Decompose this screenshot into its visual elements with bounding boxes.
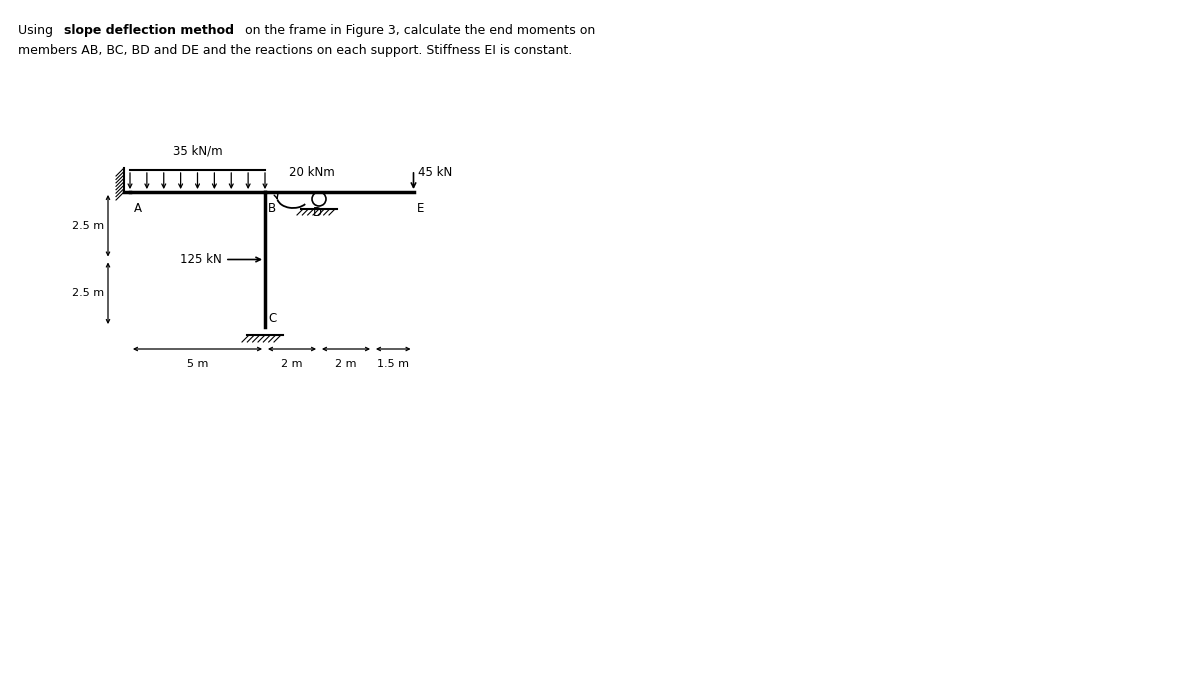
Text: members AB, BC, BD and DE and the reactions on each support. Stiffness EI is con: members AB, BC, BD and DE and the reacti… bbox=[18, 44, 572, 57]
Text: D: D bbox=[312, 206, 322, 219]
Text: on the frame in Figure 3, calculate the end moments on: on the frame in Figure 3, calculate the … bbox=[241, 24, 595, 36]
Text: 2 m: 2 m bbox=[281, 359, 302, 369]
Text: B: B bbox=[268, 202, 276, 215]
Text: 2.5 m: 2.5 m bbox=[72, 288, 104, 299]
Text: 1.5 m: 1.5 m bbox=[377, 359, 409, 369]
Text: 5 m: 5 m bbox=[187, 359, 208, 369]
Text: 125 kN: 125 kN bbox=[180, 253, 222, 266]
Text: slope deflection method: slope deflection method bbox=[64, 24, 234, 36]
Text: Using: Using bbox=[18, 24, 58, 36]
Text: E: E bbox=[416, 202, 424, 215]
Text: 2.5 m: 2.5 m bbox=[72, 221, 104, 231]
Text: 45 kN: 45 kN bbox=[418, 166, 451, 179]
Text: 2 m: 2 m bbox=[335, 359, 356, 369]
Text: 20 kNm: 20 kNm bbox=[289, 166, 335, 179]
Text: A: A bbox=[134, 202, 142, 215]
Text: C: C bbox=[268, 312, 276, 325]
Text: 35 kN/m: 35 kN/m bbox=[173, 145, 222, 158]
